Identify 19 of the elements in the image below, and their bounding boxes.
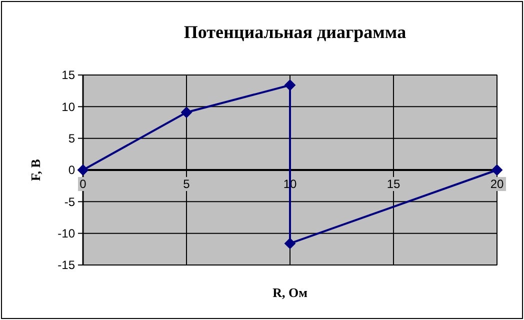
y-tick-label: -5	[64, 194, 76, 209]
y-tick-label: -10	[58, 226, 76, 241]
x-tick-label: 20	[490, 177, 504, 191]
point	[492, 164, 502, 176]
y-tick-label: 15	[62, 68, 76, 82]
point	[78, 164, 88, 176]
y-tick-label: 0	[68, 163, 76, 178]
y-tick-label: 5	[68, 132, 76, 146]
point	[284, 238, 296, 249]
point	[181, 106, 192, 118]
y-axis-title: F, В	[28, 158, 43, 181]
point	[284, 80, 296, 91]
y-tick-label: 10	[62, 100, 76, 114]
x-axis-title: R, Ом	[272, 285, 308, 300]
x-tick-label: 5	[183, 177, 190, 191]
x-tick-label: 15	[386, 177, 400, 191]
y-tick-label: -15	[58, 258, 76, 272]
chart-title: Потенциальная диаграмма	[184, 22, 406, 42]
x-tick-label: 0	[80, 177, 87, 191]
